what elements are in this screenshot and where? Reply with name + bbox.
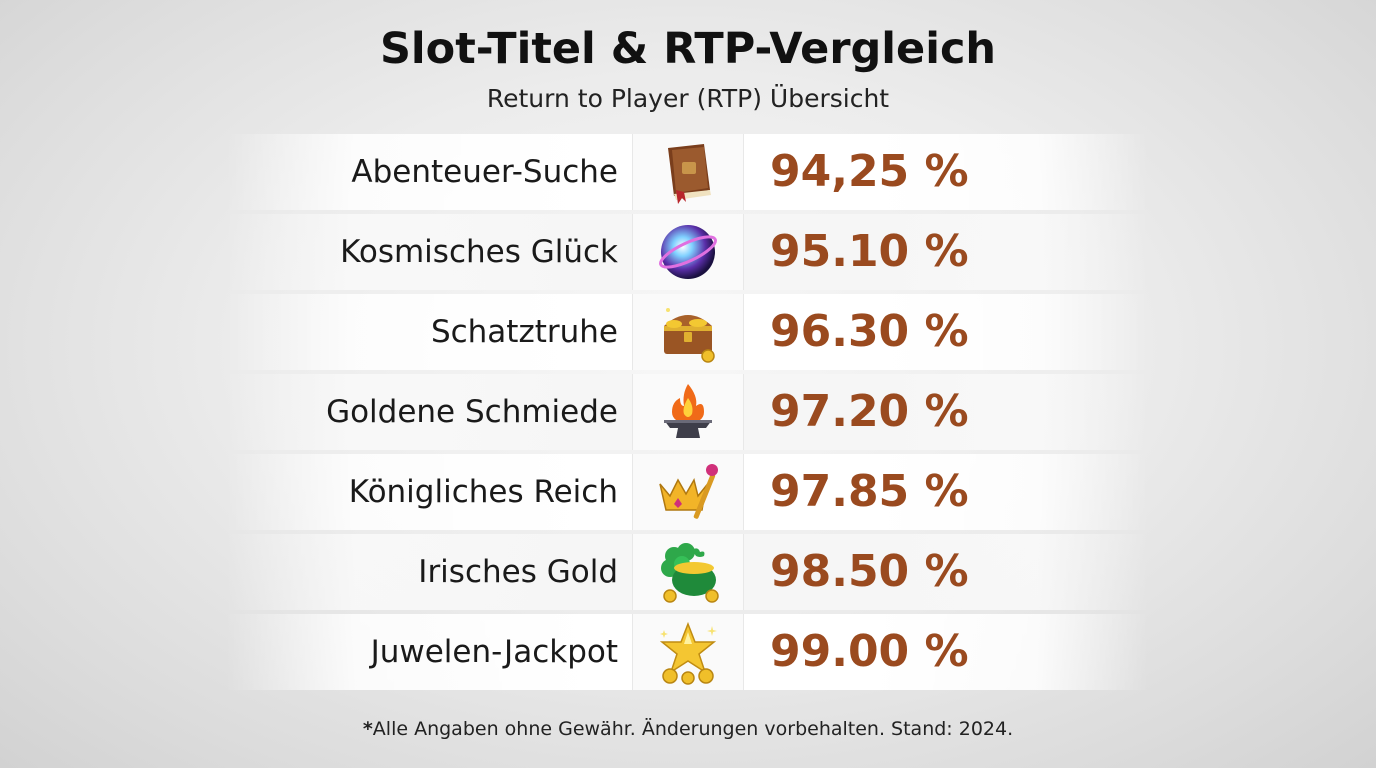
star-coins-icon xyxy=(632,614,744,690)
clover-pot-icon xyxy=(632,534,744,610)
rtp-value: 99.00 % xyxy=(770,626,969,677)
table-row: Kosmisches Glück 95.10 % xyxy=(226,214,1148,290)
slot-name: Abenteuer-Suche xyxy=(351,154,618,190)
footnote: *Alle Angaben ohne Gewähr. Änderungen vo… xyxy=(0,718,1376,740)
footnote-asterisk: * xyxy=(362,718,373,740)
table-row: Schatztruhe 96.30 % xyxy=(226,294,1148,370)
table-row: Goldene Schmiede 97.20 % xyxy=(226,374,1148,450)
table-row: Juwelen-Jackpot 99.00 % xyxy=(226,614,1148,690)
page-title: Slot-Titel & RTP-Vergleich xyxy=(379,24,997,74)
slot-name: Königliches Reich xyxy=(348,474,618,510)
treasure-chest-icon xyxy=(632,294,744,370)
crown-scepter-icon xyxy=(632,454,744,530)
slot-name: Irisches Gold xyxy=(418,554,618,590)
rtp-value: 94,25 % xyxy=(770,146,969,197)
table-row: Königliches Reich 97.85 % xyxy=(226,454,1148,530)
cosmic-orb-icon xyxy=(632,214,744,290)
slot-name: Goldene Schmiede xyxy=(326,394,618,430)
book-icon xyxy=(632,134,744,210)
rtp-table: Abenteuer-Suche 94,25 % Kosmisches Glück xyxy=(226,134,1148,694)
slot-name: Kosmisches Glück xyxy=(340,234,618,270)
table-row: Abenteuer-Suche 94,25 % xyxy=(226,134,1148,210)
page-subtitle: Return to Player (RTP) Übersicht xyxy=(486,84,890,113)
table-row: Irisches Gold 98.50 % xyxy=(226,534,1148,610)
footnote-text: Alle Angaben ohne Gewähr. Änderungen vor… xyxy=(372,718,1014,740)
rtp-value: 97.85 % xyxy=(770,466,969,517)
rtp-value: 97.20 % xyxy=(770,386,969,437)
rtp-value: 95.10 % xyxy=(770,226,969,277)
slot-name: Schatztruhe xyxy=(430,314,618,350)
rtp-value: 98.50 % xyxy=(770,546,969,597)
anvil-fire-icon xyxy=(632,374,744,450)
slot-name: Juwelen-Jackpot xyxy=(370,634,618,670)
rtp-value: 96.30 % xyxy=(770,306,969,357)
